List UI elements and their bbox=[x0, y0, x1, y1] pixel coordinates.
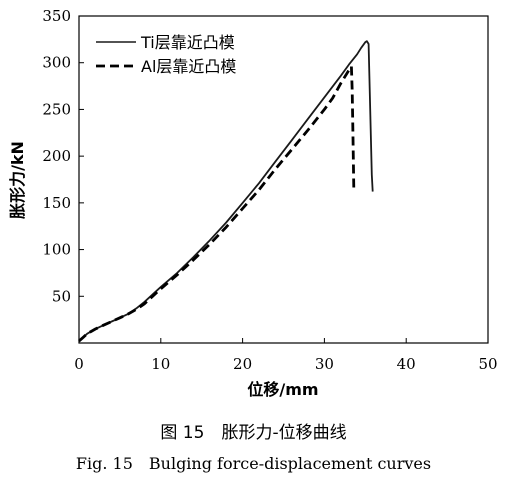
y-tick-label: 100 bbox=[42, 241, 71, 259]
figure-caption-english: Fig. 15 Bulging force-displacement curve… bbox=[0, 450, 507, 474]
plot-area: 0 10 20 30 40 50 50 100 150 200 250 300 350 bbox=[42, 7, 497, 373]
x-tick-label: 0 bbox=[74, 355, 84, 373]
y-axis-label: 胀形力/kN bbox=[8, 141, 27, 219]
chart: 0 10 20 30 40 50 50 100 150 200 250 300 350 Ti层靠近凸模 … bbox=[0, 0, 507, 410]
x-axis-label: 位移/mm bbox=[247, 380, 318, 399]
y-tick-label: 300 bbox=[42, 54, 71, 72]
y-tick-label: 50 bbox=[52, 287, 71, 305]
series-line-al bbox=[79, 67, 354, 342]
y-tick-label: 250 bbox=[42, 100, 71, 118]
x-tick-label: 50 bbox=[478, 355, 497, 373]
x-tick-label: 10 bbox=[151, 355, 170, 373]
figure-caption-chinese: 图 15 胀形力-位移曲线 bbox=[0, 418, 507, 443]
legend-label-ti: Ti层靠近凸模 bbox=[140, 33, 235, 52]
legend: Ti层靠近凸模 Al层靠近凸模 bbox=[96, 33, 236, 76]
y-tick-label: 200 bbox=[42, 147, 71, 165]
x-tick-label: 30 bbox=[315, 355, 334, 373]
y-tick-label: 350 bbox=[42, 7, 71, 25]
y-tick-label: 150 bbox=[42, 194, 71, 212]
x-tick-label: 40 bbox=[397, 355, 416, 373]
x-tick-label: 20 bbox=[233, 355, 252, 373]
legend-label-al: Al层靠近凸模 bbox=[141, 57, 236, 76]
series-line-ti bbox=[79, 41, 373, 341]
